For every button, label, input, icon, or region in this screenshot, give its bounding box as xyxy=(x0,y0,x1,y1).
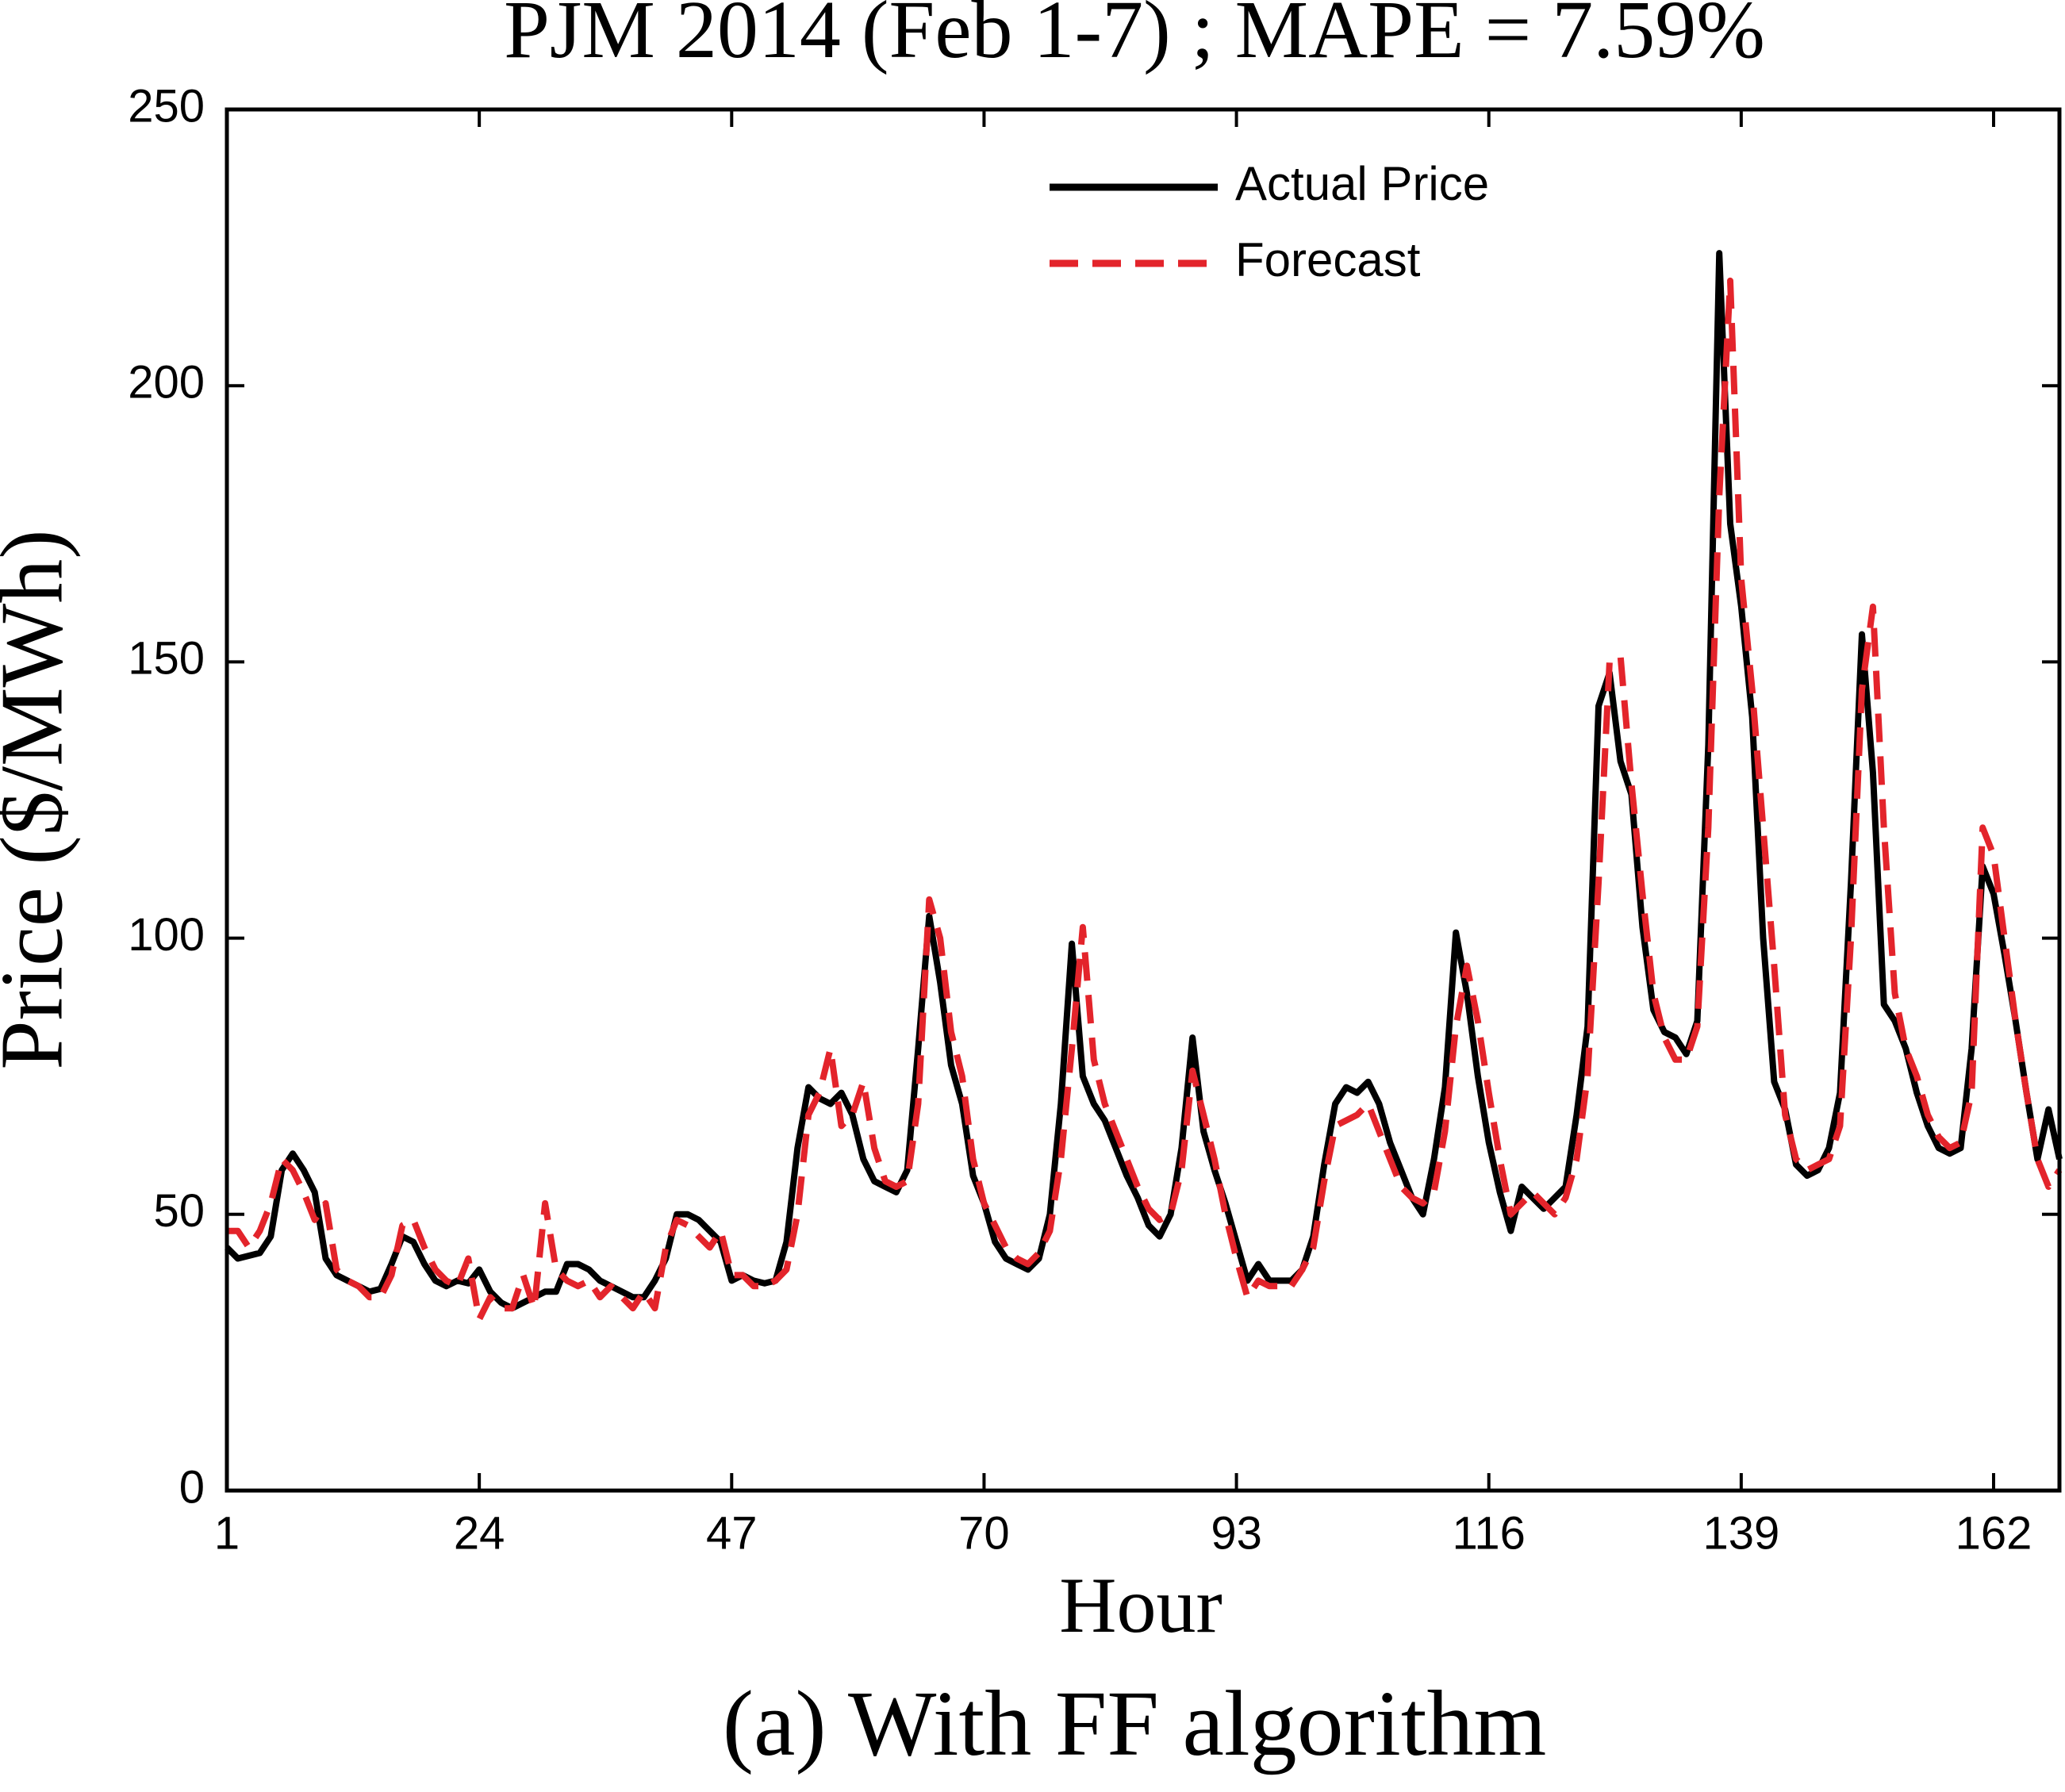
legend-label: Forecast xyxy=(1235,233,1421,286)
x-tick-label: 70 xyxy=(958,1507,1010,1559)
x-tick-label: 47 xyxy=(706,1507,758,1559)
x-tick-label: 116 xyxy=(1452,1507,1525,1559)
x-axis-label: Hour xyxy=(1059,1561,1222,1649)
y-tick-label: 150 xyxy=(128,633,205,685)
y-tick-label: 100 xyxy=(128,909,205,961)
y-tick-label: 0 xyxy=(179,1461,205,1513)
caption: (a) With FF algorithm xyxy=(723,1671,1547,1775)
x-tick-label: 162 xyxy=(1956,1507,2032,1559)
y-tick-label: 250 xyxy=(128,80,205,132)
plot-area xyxy=(227,109,2059,1491)
chart-title: PJM 2014 (Feb 1-7) ; MAPE = 7.59% xyxy=(504,0,1765,75)
series-line xyxy=(227,277,2063,1323)
y-axis-label: Price ($/MWh) xyxy=(0,529,82,1069)
plot-frame xyxy=(225,107,2062,1493)
y-tick-label: 200 xyxy=(128,357,205,409)
y-tick-label: 50 xyxy=(153,1185,205,1237)
legend-label: Actual Price xyxy=(1235,157,1489,210)
x-tick-label: 139 xyxy=(1702,1507,1779,1559)
x-tick-label: 93 xyxy=(1211,1507,1262,1559)
x-tick-label: 1 xyxy=(214,1507,240,1559)
x-tick-label: 24 xyxy=(454,1507,505,1559)
